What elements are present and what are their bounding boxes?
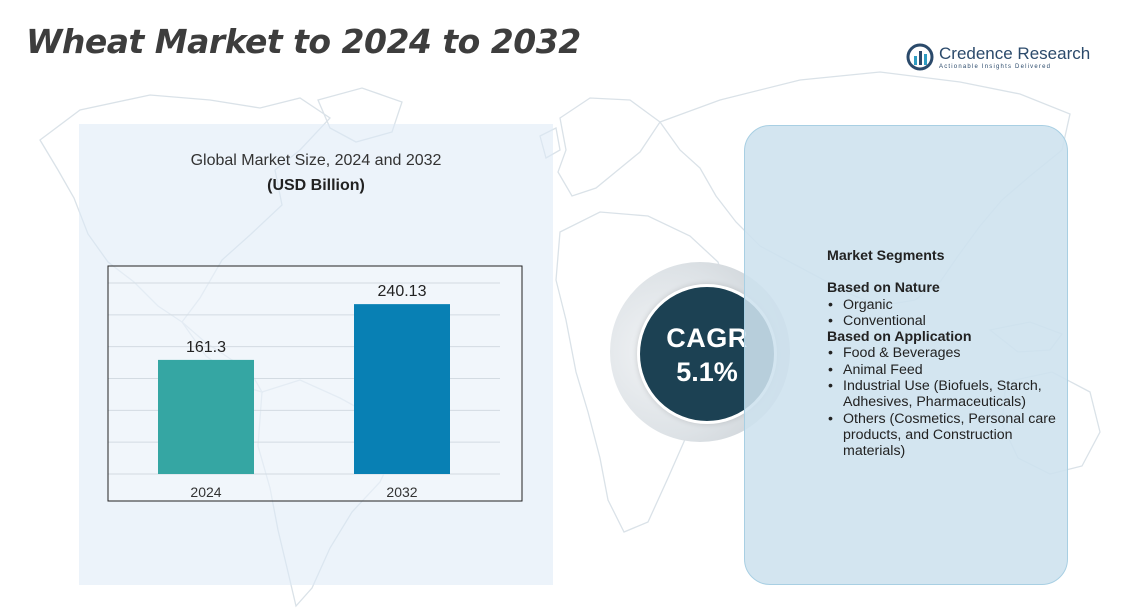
market-size-chart-panel: Global Market Size, 2024 and 2032 (USD B… [79,124,553,585]
cagr-value: 5.1% [676,357,738,387]
chart-unit: (USD Billion) [267,177,365,194]
bar-2024 [158,359,254,474]
chart-title: Global Market Size, 2024 and 2032 [190,152,442,169]
bar-chart: 161.3 2024 240.13 2032 [107,265,523,502]
logo-wordmark: Credence Research [939,44,1091,63]
segment-item: Conventional [827,313,1067,330]
segment-group-title: Based on Nature [827,280,940,297]
data-label-2032: 240.13 [378,283,427,300]
segment-list-nature: Organic Conventional [827,297,1067,330]
logo-tagline: Actionable Insights Delivered [939,64,1052,70]
segment-group-title: Based on Application [827,329,972,346]
credence-logo-icon [906,43,934,71]
segments-content: Market Segments Based on Nature Organic … [827,248,1067,460]
chart-frame [107,265,523,502]
segments-panel: Market Segments Based on Nature Organic … [744,125,1068,585]
x-tick-label-2032: 2032 [386,484,417,500]
brand-logo: Credence Research Actionable Insights De… [905,42,1090,76]
segment-item: Food & Beverages [827,345,1067,362]
segment-item: Others (Cosmetics, Personal care product… [827,411,1067,460]
page-title: Wheat Market to 2024 to 2032 [26,22,581,61]
x-tick-label-2024: 2024 [190,484,221,500]
segment-item: Animal Feed [827,362,1067,379]
bar-2032 [354,304,450,474]
cagr-label: CAGR [666,323,748,353]
data-label-2024: 161.3 [186,339,226,356]
segments-heading: Market Segments [827,248,945,264]
segment-list-application: Food & Beverages Animal Feed Industrial … [827,345,1067,459]
segment-item: Industrial Use (Biofuels, Starch, Adhesi… [827,378,1067,411]
segment-item: Organic [827,297,1067,314]
